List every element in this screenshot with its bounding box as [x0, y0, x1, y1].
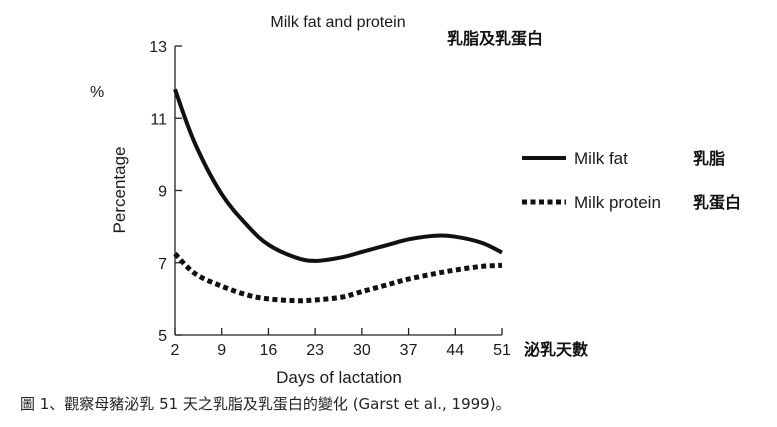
chart-title: Milk fat and protein	[270, 14, 405, 31]
y-tick-label: 7	[158, 256, 167, 273]
series-layer	[173, 88, 503, 304]
chart: Milk fat and protein 乳脂及乳蛋白 % Percentage…	[90, 14, 741, 387]
y-tick-label: 11	[150, 111, 167, 128]
x-tick-label: 37	[400, 342, 418, 359]
chart-title-zh: 乳脂及乳蛋白	[447, 29, 543, 48]
x-tick-label: 2	[171, 342, 180, 359]
x-tick-label: 44	[446, 342, 464, 359]
y-tick-label: 13	[149, 39, 167, 56]
x-tick-label: 9	[217, 342, 226, 359]
x-tick-label: 51	[493, 342, 511, 359]
y-ticks: 5 7 9 11 13	[149, 39, 182, 345]
legend: Milk fat 乳脂 Milk protein 乳蛋白	[522, 149, 741, 212]
axes	[174, 46, 502, 336]
y-tick-label: 5	[158, 328, 167, 345]
figure-caption: 圖 1、觀察母豬泌乳 51 天之乳脂及乳蛋白的變化 (Garst et al.,…	[20, 395, 511, 413]
series-line-milk-fat	[173, 88, 503, 263]
x-tick-label: 23	[306, 342, 324, 359]
x-tick-label: 30	[353, 342, 371, 359]
legend-label-milk-protein: Milk protein	[574, 193, 661, 212]
unit-label: %	[90, 84, 104, 101]
legend-label-milk-fat-zh: 乳脂	[693, 149, 725, 168]
series-line-milk-protein	[173, 251, 503, 304]
x-ticks: 2 9 16 23 30 37 44 51	[171, 328, 511, 359]
x-tick-label: 16	[260, 342, 278, 359]
legend-label-milk-fat: Milk fat	[574, 149, 628, 168]
legend-label-milk-protein-zh: 乳蛋白	[693, 193, 741, 212]
x-axis-label: Days of lactation	[276, 368, 402, 387]
x-axis-label-zh: 泌乳天數	[524, 340, 588, 359]
y-axis-label: Percentage	[110, 147, 129, 234]
y-tick-label: 9	[158, 184, 167, 201]
